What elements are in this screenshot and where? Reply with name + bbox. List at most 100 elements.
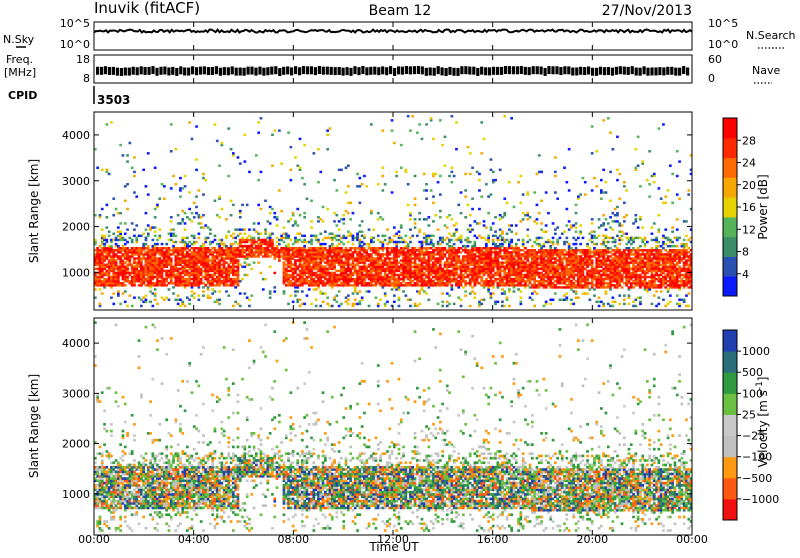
power-cell [310,200,313,202]
power-cell [110,239,113,241]
power-cell [198,189,201,191]
power-cell [552,299,555,301]
power-cell [605,191,608,193]
power-cell [336,301,339,303]
power-cell [589,288,592,290]
power-cell [202,193,205,195]
power-cell [158,235,161,237]
power-cell [317,239,320,241]
power-cell [170,233,173,235]
power-cell [382,259,385,261]
power-cell [561,249,564,251]
power-cell [112,233,115,235]
power-cell [457,296,460,298]
power-cell [296,274,299,276]
power-cell [145,228,148,230]
nave-bar [330,67,333,75]
power-cell [179,195,182,197]
power-cell [319,243,322,245]
power-cell [361,183,364,185]
power-cell [158,197,161,199]
power-cell [336,224,339,226]
power-cell [492,222,495,224]
power-cell [345,301,348,303]
power-cell [437,247,440,249]
power-cell [554,292,557,294]
power-cell [538,261,541,263]
power-cell [273,247,276,249]
power-cell [552,249,555,251]
power-cell [418,123,421,125]
power-cell [301,235,304,237]
power-cell [287,243,290,245]
power-cell [271,134,274,136]
power-cell [103,278,106,280]
power-cell [347,241,350,243]
power-cell [106,226,109,228]
power-cell [299,239,302,241]
power-cell [184,241,187,243]
power-cell [255,154,258,156]
power-cell [434,247,437,249]
power-cell [382,241,385,243]
power-cell [290,274,293,276]
power-cell [393,241,396,243]
power-cell [273,212,276,214]
power-cell [296,290,299,292]
power-cell [467,249,470,251]
power-cell [478,235,481,237]
power-cell [165,247,168,249]
power-cell [405,245,408,247]
power-cell [223,249,226,251]
power-cell [354,299,357,301]
power-cell [605,235,608,237]
power-cell [556,263,559,265]
power-cell [526,191,529,193]
power-cell [464,294,467,296]
power-cell [234,237,237,239]
power-cell [248,299,251,301]
power-cell [589,247,592,249]
power-cell [177,247,180,249]
power-cell [423,251,426,253]
power-cell [559,272,562,274]
power-cell [469,214,472,216]
power-cell [149,226,152,228]
nave-bar [452,68,455,76]
power-cell [126,241,129,243]
power-cell [122,253,125,255]
power-cell [400,259,403,261]
power-cell [600,224,603,226]
power-cell [294,294,297,296]
power-cell [570,303,573,305]
nave-tick-top: 60 [708,53,722,66]
power-cell [198,294,201,296]
nave-bar [342,68,345,76]
power-cell [283,237,286,239]
power-cell [414,197,417,199]
power-cell [299,233,302,235]
nave-bar [409,66,412,74]
power-cell [269,233,272,235]
power-cell [372,237,375,239]
power-cell [503,197,506,199]
power-cell [503,282,506,284]
power-cell [250,237,253,239]
power-cell [400,144,403,146]
power-cell [409,129,412,131]
power-cell [329,233,332,235]
power-cell [563,286,566,288]
power-cell [124,284,127,286]
power-cell [444,261,447,263]
nave-bar [476,68,479,76]
power-cell [361,230,364,232]
power-cell [425,123,428,125]
power-cell [186,296,189,298]
power-cell [501,270,504,272]
power-cell [490,169,493,171]
power-cell [467,228,470,230]
power-cell [405,235,408,237]
power-cell [227,247,230,249]
power-cell [607,222,610,224]
power-cell [117,245,120,247]
